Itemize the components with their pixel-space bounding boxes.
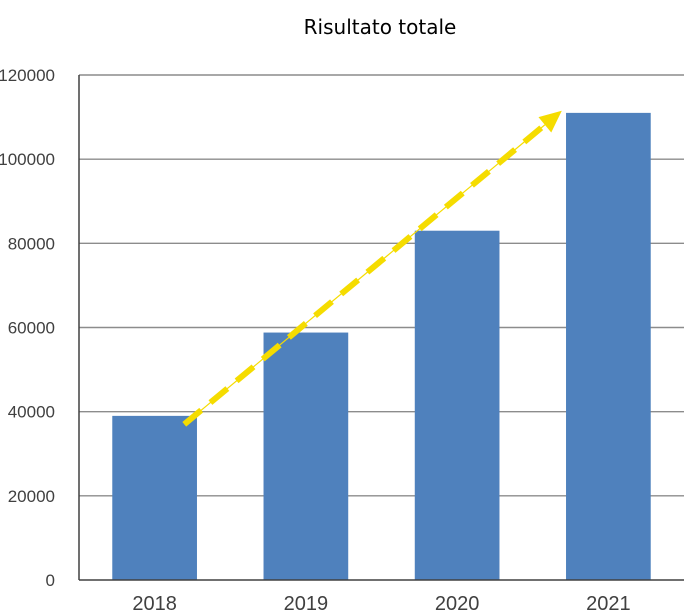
y-tick-label: 0 [46, 571, 55, 590]
y-tick-label: 60000 [8, 319, 55, 338]
x-tick-label: 2019 [284, 593, 329, 612]
y-tick-label: 120000 [0, 66, 55, 85]
y-tick-label: 20000 [8, 487, 55, 506]
x-tick-labels: 2018 2019 2020 2021 [132, 593, 630, 612]
y-tick-labels: 0 20000 40000 60000 80000 100000 120000 [0, 66, 55, 590]
trend-arrow [182, 110, 562, 427]
bar-2019 [263, 332, 349, 580]
bar-2021 [566, 112, 651, 580]
chart-title: Risultato totale [304, 15, 457, 39]
trend-arrowhead [538, 110, 562, 133]
axes [78, 75, 684, 581]
trend-dashed-line [182, 122, 547, 427]
y-tick-label: 80000 [8, 234, 55, 253]
x-tick-label: 2018 [132, 593, 177, 612]
y-tick-label: 40000 [8, 403, 55, 422]
x-tick-label: 2021 [586, 593, 631, 612]
bar-2018 [112, 415, 197, 580]
bar-2020 [414, 230, 500, 581]
y-tick-label: 100000 [0, 150, 55, 169]
x-tick-label: 2020 [435, 593, 480, 612]
bars [112, 112, 651, 581]
